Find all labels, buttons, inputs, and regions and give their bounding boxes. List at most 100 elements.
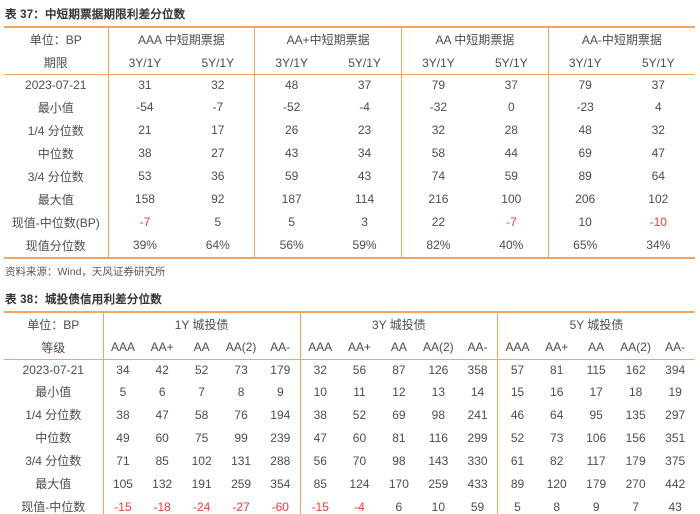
cell: 433 (467, 476, 488, 491)
cell: 56% (254, 233, 329, 258)
cell: 37 (504, 78, 518, 93)
cell: 27 (211, 146, 225, 160)
cell: 32 (211, 78, 225, 93)
subcol-header: AAA (299, 335, 340, 360)
cell: 11 (353, 384, 366, 399)
subcol-header: AA- (458, 335, 498, 360)
cell: 187 (254, 187, 329, 211)
row-label: 中位数 (35, 431, 72, 445)
cell: 34 (102, 359, 143, 380)
subcol-header: 3Y/1Y (107, 51, 182, 75)
group-header: 3Y 城投债 (299, 311, 498, 336)
cell: 4 (654, 100, 662, 114)
table-row: 中位数 38 27 43 34 58 44 69 47 (4, 141, 695, 165)
cell: 81 (550, 362, 564, 377)
cell: 106 (586, 430, 607, 445)
cell: 44 (504, 146, 518, 160)
cell: 10 (547, 210, 622, 234)
table-row: 2023-07-21 31 32 48 37 79 37 79 37 (4, 74, 695, 96)
cell: 442 (665, 476, 686, 491)
row-header-label: 期限 (4, 51, 108, 75)
cell: 75 (194, 430, 209, 445)
cell: -32 (400, 95, 475, 119)
cell: 351 (665, 430, 686, 445)
cell: 42 (155, 362, 169, 377)
cell: 34% (646, 238, 671, 252)
row-label: 最小值 (37, 100, 74, 115)
cell: 26 (254, 118, 329, 142)
cell: 37 (651, 78, 665, 93)
table-row: 现值分位数 39% 64% 56% 59% 82% 40% 65% 34% (4, 233, 695, 258)
cell: 18 (628, 384, 643, 399)
cell: 354 (270, 476, 291, 491)
row-label: 1/4 分位数 (27, 123, 84, 138)
cell: 143 (428, 453, 449, 468)
table37-section: 表 37：中短期票据期限利差分位数 单位：BP AAA 中短期票据 AA+中短期票据… (4, 4, 695, 283)
cell: 114 (354, 192, 375, 206)
cell: 87 (392, 362, 406, 377)
cell: 23 (357, 123, 372, 137)
cell: 0 (507, 100, 515, 114)
cell: 38 (299, 403, 340, 426)
cell: 59 (504, 169, 518, 183)
cell: -7 (212, 100, 224, 114)
cell: 124 (349, 476, 370, 491)
table-row: 中位数 49 60 75 99 239 47 60 81 116 299 52 73 106 156 351 (4, 426, 695, 449)
cell: -27 (232, 499, 250, 514)
cell: 74 (400, 164, 475, 188)
cell: 14 (470, 384, 485, 399)
cell: 89 (497, 472, 537, 495)
subcol-header: AAA (102, 335, 143, 360)
cell: 60 (155, 430, 169, 445)
row-label: 最小值 (35, 385, 72, 399)
subcol-header: AA- (655, 335, 695, 360)
cell: 99 (234, 430, 248, 445)
cell: 79 (547, 74, 622, 96)
cell: 132 (152, 476, 173, 491)
cell: 116 (428, 430, 448, 445)
subcol-header: 3Y/1Y (400, 51, 475, 75)
cell: 61 (497, 449, 537, 472)
cell: -23 (547, 95, 622, 119)
group-header: 5Y 城投债 (497, 311, 695, 336)
cell: 216 (400, 187, 475, 211)
cell: 39% (107, 233, 182, 258)
cell: 56 (352, 362, 367, 377)
cell: -24 (192, 499, 211, 514)
cell: -18 (153, 499, 171, 514)
group-header: AA 中短期票据 (401, 27, 549, 51)
row-header-label: 等级 (4, 335, 103, 360)
table-row: 最小值 -54 -7 -52 -4 -32 0 -23 4 (4, 95, 695, 119)
row-label: 现值-中位数 (21, 500, 86, 514)
cell: 31 (107, 74, 182, 96)
cell: 179 (625, 453, 646, 468)
table-row: 3/4 分位数 53 36 59 43 74 59 89 64 (4, 164, 695, 188)
cell: 48 (547, 118, 622, 142)
cell: 64 (550, 407, 564, 422)
cell: 34 (357, 146, 372, 160)
cell: 59% (352, 238, 377, 252)
cell: 259 (231, 476, 252, 491)
row-label: 现值-中位数(BP) (11, 215, 100, 230)
cell: 53 (107, 164, 182, 188)
cell: 12 (392, 384, 406, 399)
cell: 37 (357, 78, 372, 93)
subcol-header: AA- (260, 335, 301, 360)
cell: -15 (102, 495, 143, 514)
table-row: 最小值 5 6 7 8 9 10 11 12 13 14 15 16 17 18 19 (4, 380, 695, 403)
cell: 17 (589, 384, 603, 399)
row-label: 中位数 (37, 146, 74, 161)
cell: 85 (155, 453, 169, 468)
cell: 288 (270, 453, 291, 468)
cell: -4 (354, 499, 365, 514)
cell: 58 (194, 407, 209, 422)
cell: 32 (299, 359, 340, 380)
subcol-header: AA+ (142, 335, 182, 360)
cell: 52 (194, 362, 209, 377)
cell: 117 (586, 453, 606, 468)
cell: 56 (299, 449, 340, 472)
cell: 16 (550, 384, 564, 399)
cell: 17 (211, 123, 225, 137)
cell: 82 (550, 453, 564, 468)
cell: 43 (668, 499, 682, 514)
